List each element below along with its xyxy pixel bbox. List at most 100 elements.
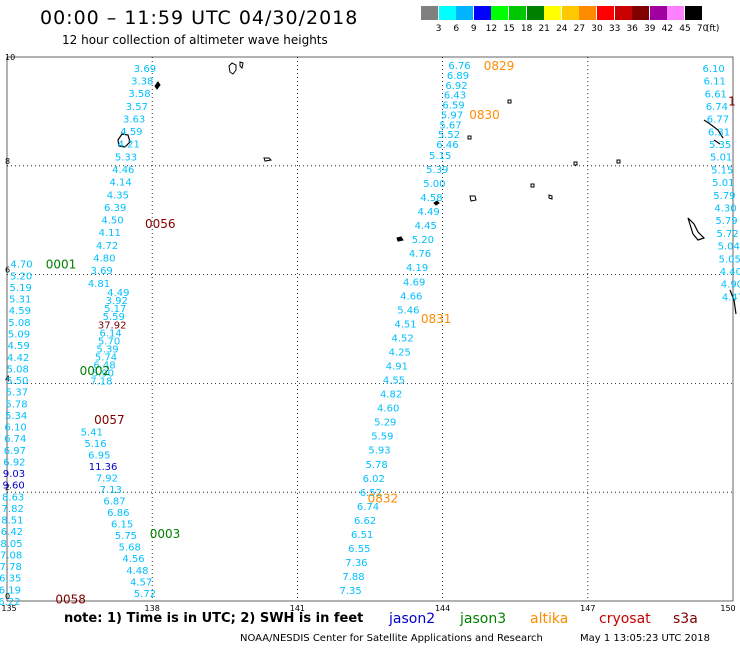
lon-tick-label: 141 (290, 604, 305, 613)
swh-value: 4.49 (107, 288, 129, 299)
swh-value: 3.63 (123, 114, 145, 125)
pass-label-jason3: 0001 (46, 258, 77, 272)
swh-value: 5.37 (6, 388, 28, 399)
swh-value: 4.58 (420, 193, 442, 204)
island-outline (467, 135, 472, 140)
island-outline (729, 289, 737, 315)
lon-tick-label: 144 (435, 604, 450, 613)
swh-value: 6.35 (0, 574, 21, 585)
swh-value: 4.91 (386, 362, 408, 373)
legend-swatch (509, 6, 526, 20)
swh-value: 7.78 (0, 562, 22, 573)
swh-value: 6.95 (88, 450, 110, 461)
swh-value: 4.76 (409, 249, 431, 260)
legend-label: 33 (608, 24, 621, 34)
swh-value: 6.76 (448, 61, 470, 72)
legend-swatch (473, 6, 491, 20)
swh-value: 5.01 (710, 153, 732, 164)
swh-value: 6.11 (704, 77, 726, 88)
island-outline (396, 236, 404, 242)
island-outline (530, 183, 535, 188)
swh-value: 4.47 (722, 292, 740, 303)
swh-value: 5.01 (712, 178, 734, 189)
swh-value: 4.35 (107, 190, 129, 201)
pass-label-s3a: 0056 (145, 217, 176, 231)
swh-value: 5.90 (92, 369, 114, 380)
legend-label: 15 (503, 24, 515, 34)
legend-swatch (456, 6, 474, 20)
lat-tick-label: 10 (5, 53, 15, 62)
color-legend: 3 6 9 12 15 18 21 24 27 30 33 36 39 42 45 70 (ft) (421, 6, 729, 36)
legend-label: 24 (556, 24, 568, 34)
swh-value: 37.92 (98, 320, 127, 331)
swh-value: 3.57 (126, 102, 148, 113)
island-outline (548, 194, 553, 200)
swh-value: 6.87 (103, 497, 125, 508)
swh-value: 4.46 (112, 165, 134, 176)
swh-value: 6.61 (705, 89, 727, 100)
swh-value: 6.39 (104, 203, 126, 214)
legend-swatch (438, 6, 456, 20)
legend-label: 36 (626, 24, 638, 34)
swh-value: 5.78 (5, 399, 27, 410)
lon-tick-label: 147 (580, 604, 595, 613)
swh-value: 5.08 (7, 364, 29, 375)
swh-value: 6.52 (360, 488, 382, 499)
swh-value: 4.66 (400, 291, 422, 302)
swh-value: 5.31 (9, 295, 31, 306)
swh-value: 4.21 (118, 140, 140, 151)
map-grid: 10 8 6 4 2 0 135 138 141 144 147 150 (1, 53, 735, 613)
swh-value: 4.51 (394, 319, 416, 330)
swh-value: 5.16 (84, 439, 106, 450)
swh-value: 6.51 (351, 530, 373, 541)
swh-value: 9.60 (2, 481, 24, 492)
swh-value: 5.39 (96, 344, 118, 355)
swh-value: 9.03 (3, 469, 25, 480)
lat-tick-label: 4 (5, 374, 10, 383)
swh-value: 6.97 (4, 446, 26, 457)
swh-value: 3.69 (91, 266, 113, 277)
legend-label: 39 (644, 24, 656, 34)
swh-value: 5.20 (412, 235, 434, 246)
swh-value: 7.35 (340, 586, 362, 597)
swh-value: 3.58 (128, 89, 150, 100)
swh-value: 5.46 (397, 305, 419, 316)
swh-value: 4.59 (9, 306, 31, 317)
swh-value: 7.36 (345, 558, 367, 569)
legend-label: 45 (679, 24, 691, 34)
swh-value: 6.22 (0, 597, 21, 608)
lon-tick-label: 138 (145, 604, 160, 613)
swh-value: 6.55 (348, 544, 370, 555)
legend-swatch (561, 6, 579, 20)
pass-label-s3a: 0058 (55, 592, 86, 606)
legend-label: 18 (520, 24, 533, 34)
swh-value: 4.25 (389, 347, 411, 358)
swh-value: 7.08 (0, 550, 22, 561)
legend-swatch (579, 6, 597, 20)
legend-label: 30 (591, 24, 603, 34)
swh-value: 6.19 (0, 585, 21, 596)
swh-value: 4.55 (383, 376, 405, 387)
swh-value: 5.15 (711, 165, 733, 176)
swh-value: 5.19 (10, 283, 32, 294)
swh-value: 4.40 (720, 267, 740, 278)
units-note: note: 1) Time is in UTC; 2) SWH is in fe… (64, 611, 364, 626)
swh-value: 5.08 (8, 318, 30, 329)
island-outline (228, 61, 244, 75)
swh-value: 6.92 (445, 81, 467, 92)
legend-swatch (649, 6, 667, 20)
lat-tick-label: 2 (5, 483, 10, 492)
legend-label: 42 (661, 24, 674, 34)
swh-value: 6.59 (442, 101, 464, 112)
lat-tick-label: 6 (5, 266, 10, 275)
swh-value: 8.63 (2, 492, 24, 503)
swh-value: 4.48 (126, 566, 148, 577)
swh-value: 7.92 (96, 473, 118, 484)
swh-value: 5.29 (374, 418, 396, 429)
swh-value: 6.92 (3, 457, 25, 468)
legend-label: 6 (453, 24, 460, 34)
legend-swatch (544, 6, 562, 20)
island-outline (573, 161, 578, 166)
swh-value: 6.15 (111, 520, 133, 531)
